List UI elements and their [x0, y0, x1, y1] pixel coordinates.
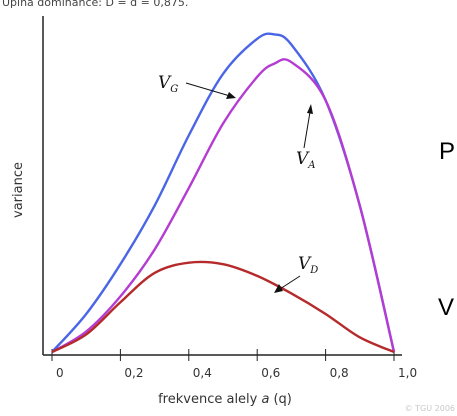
y-axis-label: variance — [11, 162, 26, 218]
vd-pointer-head — [274, 284, 283, 293]
copyright-text: © TGU 2006 — [405, 404, 455, 413]
x-tick-label: 0,4 — [193, 366, 212, 380]
va-label: VA — [296, 149, 316, 171]
vd-label: VD — [298, 254, 318, 276]
side-letter-v: V — [438, 294, 454, 321]
va-pointer-head — [307, 104, 313, 114]
series-line-vd — [51, 260, 395, 354]
x-axis-label-a: a — [262, 392, 270, 407]
side-letter-p: P — [439, 138, 455, 165]
vg-label: VG — [158, 73, 178, 95]
series-line-va — [51, 58, 396, 354]
x-axis-label: frekvence alely a (q) — [158, 392, 292, 407]
x-tick-label: 0 — [56, 366, 64, 380]
vd-pointer — [279, 275, 301, 290]
vg-pointer — [185, 82, 231, 97]
header-text: Úplná dominance: D = d = 0,875. — [2, 0, 188, 9]
x-tick-label: 0,8 — [330, 366, 349, 380]
vg-pointer-head — [226, 92, 236, 99]
series-line-vg — [51, 32, 396, 353]
x-tick-label: 0,2 — [124, 366, 143, 380]
series-group — [51, 32, 396, 354]
x-axis-label-main: frekvence alely — [158, 392, 261, 407]
x-axis-label-q: (q) — [273, 392, 291, 407]
x-tick-labels: 0 0,2 0,4 0,6 0,8 1,0 — [56, 366, 417, 380]
x-tick-label: 0,6 — [261, 366, 280, 380]
x-tick-label: 1,0 — [398, 366, 417, 380]
va-pointer — [303, 111, 311, 149]
